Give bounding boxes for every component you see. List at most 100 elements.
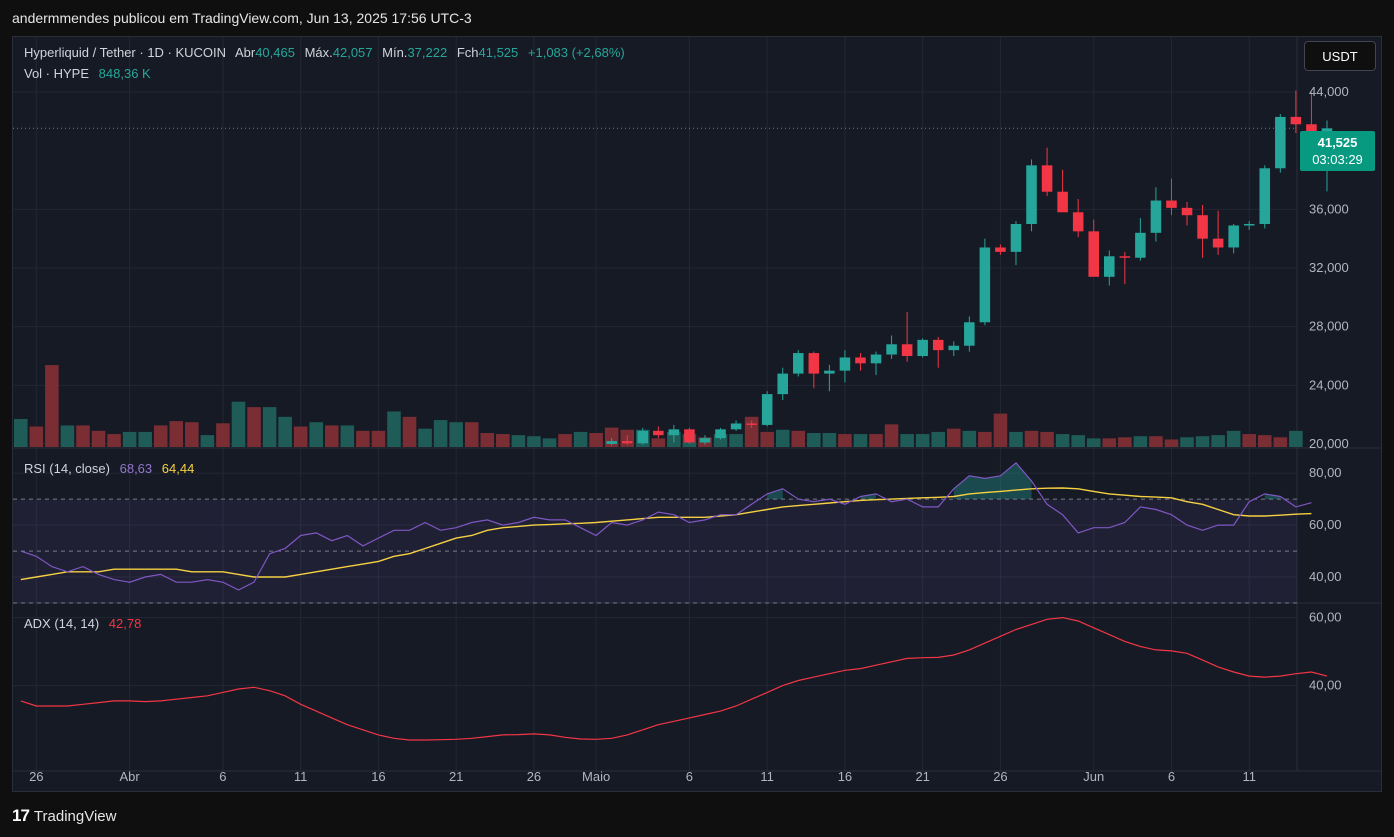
chart-frame[interactable]: 44,000 36,000 32,000 28,000 24,000 20,000 80,0… xyxy=(12,36,1382,792)
candle-body xyxy=(1026,165,1037,224)
volume-bar xyxy=(978,431,992,447)
volume-bar xyxy=(838,434,852,447)
rsi-bands xyxy=(13,498,1297,604)
adx-tick-label: 60,00 xyxy=(1309,610,1342,625)
candle-body xyxy=(979,247,991,323)
candle-body xyxy=(1228,225,1239,248)
volume-bar xyxy=(200,435,215,447)
volume-bar xyxy=(1118,437,1132,447)
candle-body xyxy=(746,423,757,425)
volume-bar xyxy=(853,434,868,447)
candle-body xyxy=(730,423,742,430)
volume-bar xyxy=(293,426,308,447)
candle-body xyxy=(1135,232,1146,258)
adx-legend: ADX (14, 14) 42,78 xyxy=(24,616,147,631)
volume-bar xyxy=(822,432,837,447)
adx-series xyxy=(20,616,1328,741)
candlesticks xyxy=(13,90,1333,446)
volume-bar xyxy=(216,423,230,447)
brand-name: TradingView xyxy=(33,807,117,825)
candle-body xyxy=(886,344,897,355)
candle-body xyxy=(606,441,617,444)
price-tick-label: 24,000 xyxy=(1309,377,1349,392)
volume-bar xyxy=(1149,436,1163,447)
footer-branding[interactable]: 17 TradingView xyxy=(12,804,116,828)
rsi-overbought-fill xyxy=(860,493,877,500)
chart-canvas[interactable]: 44,000 36,000 32,000 28,000 24,000 20,000 80,0… xyxy=(13,37,1381,791)
candle-body xyxy=(855,357,866,364)
volume-bar xyxy=(1024,430,1039,447)
time-tick-label: 21 xyxy=(449,769,463,784)
volume-bar xyxy=(231,401,246,447)
time-tick-label: 16 xyxy=(838,769,852,784)
time-tick-label: 6 xyxy=(686,769,693,784)
volume-bar xyxy=(1195,436,1210,447)
volume-value: 848,36 K xyxy=(98,66,151,81)
volume-bar xyxy=(387,411,401,447)
candle-body xyxy=(684,429,695,443)
volume-bar xyxy=(1133,436,1148,447)
time-tick-label: 21 xyxy=(915,769,929,784)
volume-bar xyxy=(884,424,899,447)
volume-bar xyxy=(45,365,59,447)
time-tick-label: 11 xyxy=(760,769,774,784)
rsi-label: RSI (14, close) xyxy=(24,461,110,476)
rsi-overbought-fill xyxy=(1264,493,1281,500)
volume-bars xyxy=(14,365,1303,447)
volume-bar xyxy=(464,422,479,447)
candle-body xyxy=(1057,191,1068,213)
candle-body xyxy=(932,339,944,351)
adx-tick-label: 40,00 xyxy=(1309,678,1342,693)
grid-layer xyxy=(13,37,1381,772)
candle-body xyxy=(824,370,835,374)
volume-bar xyxy=(371,430,386,447)
volume-bar xyxy=(1009,431,1023,447)
candle-body xyxy=(668,429,680,436)
candle-body xyxy=(995,247,1006,252)
candle-body xyxy=(808,353,820,374)
volume-label: Vol · HYPE xyxy=(24,66,90,81)
candle-body xyxy=(1041,165,1053,192)
candle-body xyxy=(901,344,913,356)
time-tick-label: Maio xyxy=(582,769,610,784)
volume-bar xyxy=(402,416,417,447)
last-price-tag: 41,525 03:03:29 xyxy=(1300,131,1375,171)
volume-bar xyxy=(76,425,90,447)
candle-body xyxy=(637,430,649,444)
time-tick-label: 16 xyxy=(371,769,385,784)
volume-bar xyxy=(900,434,914,447)
bar-countdown: 03:03:29 xyxy=(1312,152,1363,167)
candle-body xyxy=(870,354,882,364)
time-tick-label: Abr xyxy=(120,769,141,784)
axes: 44,000 36,000 32,000 28,000 24,000 20,000 80,0… xyxy=(29,84,1349,784)
volume-bar xyxy=(1071,435,1085,447)
rsi-legend: RSI (14, close) 68,63 64,44 xyxy=(24,461,200,476)
volume-bar xyxy=(29,426,44,447)
candle-body xyxy=(1259,168,1271,224)
last-price-value: 41,525 xyxy=(1317,135,1358,150)
close-label: Fch xyxy=(456,45,479,60)
candle-body xyxy=(1197,215,1208,239)
candle-body xyxy=(917,339,928,356)
volume-bar xyxy=(1289,430,1303,447)
volume-bar xyxy=(962,430,977,447)
volume-bar xyxy=(558,434,572,447)
volume-bar xyxy=(356,430,370,447)
volume-bar xyxy=(729,434,743,447)
volume-bar xyxy=(1055,434,1070,447)
volume-bar xyxy=(480,432,495,447)
volume-bar xyxy=(915,434,930,447)
price-tick-label: 44,000 xyxy=(1309,84,1349,99)
close-value: 41,525 xyxy=(478,45,519,60)
rsi-lines xyxy=(20,461,1312,591)
volume-bar xyxy=(309,422,323,447)
high-value: 42,057 xyxy=(332,45,373,60)
volume-bar xyxy=(496,434,510,447)
rsi-ma-series xyxy=(20,487,1312,581)
volume-bar xyxy=(1040,431,1054,447)
currency-button[interactable]: USDT xyxy=(1304,41,1376,71)
volume-bar xyxy=(449,422,463,447)
volume-bar xyxy=(869,434,883,447)
volume-bar xyxy=(60,425,75,447)
volume-bar xyxy=(169,421,184,447)
